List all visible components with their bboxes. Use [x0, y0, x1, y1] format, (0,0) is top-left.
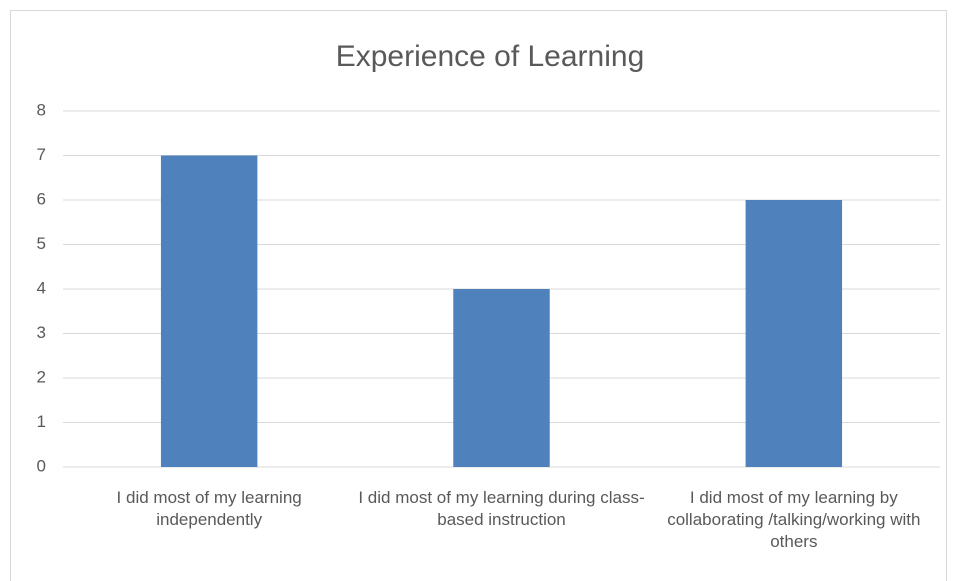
- y-tick-label: 5: [37, 234, 46, 253]
- y-tick-label: 0: [37, 456, 46, 475]
- y-tick-label: 4: [37, 278, 46, 297]
- bar: [745, 200, 843, 467]
- chart-title: Experience of Learning: [336, 40, 645, 73]
- x-tick-label: I did most of my learning by collaborati…: [667, 488, 921, 551]
- x-tick-label: I did most of my learning during class-b…: [358, 488, 645, 529]
- x-tick-label: I did most of my learning independently: [116, 488, 302, 529]
- y-tick-label: 6: [37, 189, 46, 208]
- y-tick-label: 1: [37, 412, 46, 431]
- bar: [453, 289, 550, 467]
- y-tick-label: 2: [37, 367, 46, 386]
- y-tick-label: 7: [37, 145, 46, 164]
- y-tick-label: 3: [37, 323, 46, 342]
- bar: [160, 155, 258, 467]
- y-tick-label: 8: [37, 100, 46, 119]
